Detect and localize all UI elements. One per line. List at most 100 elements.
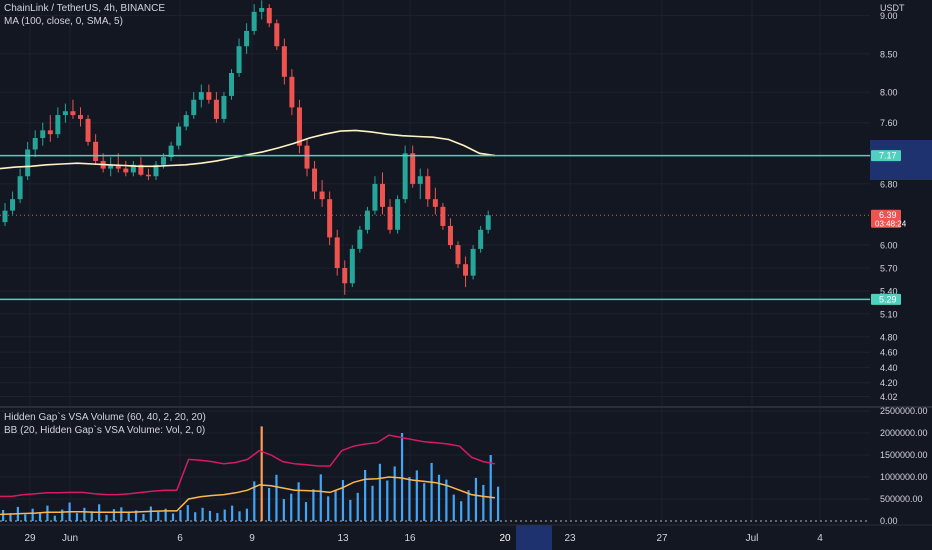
time-tick-label: 23 (564, 533, 576, 544)
candle-body (289, 76, 295, 108)
volume-bar (489, 455, 492, 521)
candle-body (447, 225, 453, 246)
volume-bar (497, 486, 500, 521)
candle-body (108, 164, 114, 169)
volume-bar (312, 489, 315, 521)
candle-body (115, 164, 121, 169)
candle-body (145, 174, 151, 177)
volume-bar (378, 463, 381, 521)
bb-basis-line (0, 476, 496, 516)
candle-body (183, 115, 189, 127)
volume-bar (356, 492, 359, 521)
volume-bar (112, 509, 116, 521)
candle-body (10, 199, 16, 211)
date-range-highlight (516, 525, 552, 550)
candle-body (274, 23, 280, 47)
volume-bar (327, 496, 330, 521)
volume-bar (423, 483, 426, 521)
volume-bar (400, 433, 404, 521)
lower-line-badge-bg (871, 293, 901, 305)
vsa-legend[interactable]: Hidden Gap`s VSA Volume (60, 40, 2, 20, … (4, 412, 206, 423)
volume-bar (408, 477, 411, 521)
volume-bar (393, 466, 396, 521)
candle-body (357, 229, 363, 249)
bb-legend[interactable]: BB (20, Hidden Gap`s VSA Volume: Vol, 2,… (4, 425, 205, 436)
candle-body (485, 215, 491, 230)
time-tick-label: 4 (817, 533, 823, 544)
volume-bar (223, 509, 226, 521)
volume-bar (341, 480, 345, 521)
horizontal-lines[interactable] (0, 154, 870, 301)
volume-bar (24, 514, 27, 521)
candle-body (266, 8, 272, 24)
candle-body (304, 145, 310, 169)
volume-bar (127, 512, 130, 521)
volume-bar (194, 512, 197, 521)
price-tick-label: 4.80 (880, 332, 898, 342)
volume-bar (179, 510, 182, 521)
grid-lines (0, 0, 932, 522)
volume-tick-label: 1000000.00 (880, 472, 928, 482)
highlight-layer (516, 140, 932, 550)
volume-bar (149, 506, 152, 521)
vsa-title: Hidden Gap`s VSA Volume (60, 40, 2, 20, … (4, 412, 206, 423)
price-tick-label: 7.60 (880, 118, 898, 128)
candle-body (440, 206, 446, 226)
candle-body (312, 168, 318, 192)
volume-bar (216, 513, 219, 521)
candle-body (410, 153, 416, 184)
volume-bar (31, 508, 34, 521)
candle-body (387, 206, 393, 230)
volume-bar (142, 513, 145, 521)
current-price-badge-label: 6.39 (879, 210, 897, 220)
ma-legend[interactable]: MA (100, close, 0, SMA, 5) (4, 16, 123, 27)
candle-body (55, 115, 61, 135)
volume-bar (83, 507, 86, 521)
volume-bar (164, 508, 167, 521)
candle-body (168, 145, 174, 158)
volume-bar (282, 499, 285, 521)
price-tick-label: 4.40 (880, 363, 898, 373)
candle-body (244, 30, 250, 47)
symbol-title: ChainLink / TetherUS, 4h, BINANCE (4, 3, 166, 14)
lower-line-badge-label: 5.29 (879, 294, 897, 304)
candle-body (334, 237, 340, 268)
candle-body (32, 138, 38, 150)
candle-body (191, 99, 197, 116)
candle-body (259, 8, 265, 12)
candle-body (425, 176, 431, 200)
volume-bar (297, 482, 300, 521)
volume-bar (38, 512, 42, 521)
time-tick-label: 13 (337, 533, 349, 544)
volume-tick-label: 1500000.00 (880, 450, 928, 460)
candle-body (395, 199, 401, 230)
volume-bar (75, 513, 79, 521)
candle-body (62, 111, 68, 116)
volume-bar (231, 505, 234, 521)
price-tick-label: 9.00 (880, 11, 898, 21)
volume-tick-label: 2000000.00 (880, 428, 928, 438)
bb-title: BB (20, Hidden Gap`s VSA Volume: Vol, 2,… (4, 425, 206, 436)
price-tick-label: 5.40 (880, 286, 898, 296)
candle-body (25, 149, 31, 177)
time-tick-label: 6 (177, 533, 183, 544)
volume-bar (386, 480, 389, 521)
volume-bar (267, 488, 271, 521)
upper-line-badge-label: 7.17 (879, 151, 897, 161)
price-tick-label: 4.20 (880, 378, 898, 388)
candle-body (463, 264, 469, 276)
volume-bar (334, 490, 337, 521)
symbol-legend[interactable]: ChainLink / TetherUS, 4h, BINANCE (4, 3, 165, 14)
ma-title: MA (100, close, 0, SMA, 5) (4, 16, 123, 27)
time-tick-label: Jun (62, 533, 78, 544)
volume-bar (452, 494, 455, 521)
volume-bar (415, 470, 418, 521)
volume-bar (260, 426, 263, 521)
time-tick-label: 9 (249, 533, 255, 544)
volume-tick-label: 500000.00 (880, 494, 923, 504)
volume-bar (371, 485, 374, 521)
candle-body (213, 99, 219, 119)
candle-body (251, 11, 257, 31)
